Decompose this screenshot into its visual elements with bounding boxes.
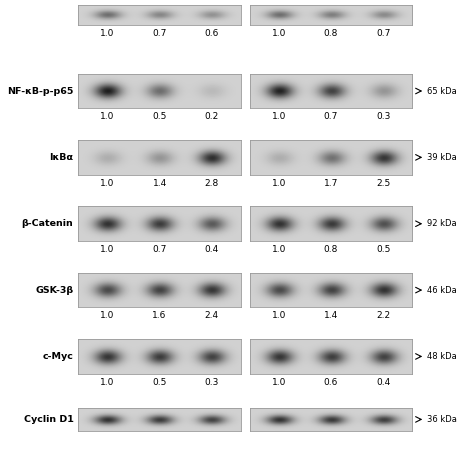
Text: 1.0: 1.0	[272, 311, 286, 320]
Text: 0.8: 0.8	[324, 29, 338, 38]
Text: c-Myc: c-Myc	[43, 352, 73, 361]
Text: 92 kDa: 92 kDa	[427, 219, 456, 228]
Text: 1.0: 1.0	[272, 245, 286, 254]
Text: 0.7: 0.7	[376, 29, 390, 38]
Text: 36 kDa: 36 kDa	[427, 415, 456, 424]
Text: 1.4: 1.4	[153, 179, 167, 188]
Text: 1.0: 1.0	[272, 378, 286, 387]
Text: 1.0: 1.0	[100, 311, 115, 320]
Text: 1.7: 1.7	[324, 179, 338, 188]
Text: 1.0: 1.0	[100, 29, 115, 38]
Text: 46 kDa: 46 kDa	[427, 286, 456, 294]
Text: 2.5: 2.5	[376, 179, 390, 188]
Text: 0.3: 0.3	[376, 112, 390, 121]
Text: 0.5: 0.5	[153, 378, 167, 387]
Text: 39 kDa: 39 kDa	[427, 153, 456, 162]
Text: 0.5: 0.5	[153, 112, 167, 121]
Text: 0.5: 0.5	[376, 245, 390, 254]
Text: 1.0: 1.0	[100, 179, 115, 188]
Text: 1.0: 1.0	[100, 112, 115, 121]
Text: 1.0: 1.0	[100, 245, 115, 254]
Text: 1.0: 1.0	[100, 378, 115, 387]
Text: 65 kDa: 65 kDa	[427, 87, 456, 95]
Text: 2.8: 2.8	[205, 179, 219, 188]
Text: 48 kDa: 48 kDa	[427, 352, 456, 361]
Text: 0.6: 0.6	[205, 29, 219, 38]
Text: NF-κB-p-p65: NF-κB-p-p65	[7, 87, 73, 95]
Text: 0.6: 0.6	[324, 378, 338, 387]
Text: 0.4: 0.4	[205, 245, 219, 254]
Text: GSK-3β: GSK-3β	[36, 286, 73, 294]
Text: 0.7: 0.7	[153, 245, 167, 254]
Text: 1.4: 1.4	[324, 311, 338, 320]
Text: 1.0: 1.0	[272, 112, 286, 121]
Text: IκBα: IκBα	[49, 153, 73, 162]
Text: 2.2: 2.2	[376, 311, 390, 320]
Text: 0.3: 0.3	[205, 378, 219, 387]
Text: 1.0: 1.0	[272, 179, 286, 188]
Text: β-Catenin: β-Catenin	[22, 219, 73, 228]
Text: 1.6: 1.6	[153, 311, 167, 320]
Text: 0.4: 0.4	[376, 378, 390, 387]
Text: 0.8: 0.8	[324, 245, 338, 254]
Text: 0.2: 0.2	[205, 112, 219, 121]
Text: 1.0: 1.0	[272, 29, 286, 38]
Text: Cyclin D1: Cyclin D1	[24, 415, 73, 424]
Text: 0.7: 0.7	[153, 29, 167, 38]
Text: 0.7: 0.7	[324, 112, 338, 121]
Text: 2.4: 2.4	[205, 311, 219, 320]
